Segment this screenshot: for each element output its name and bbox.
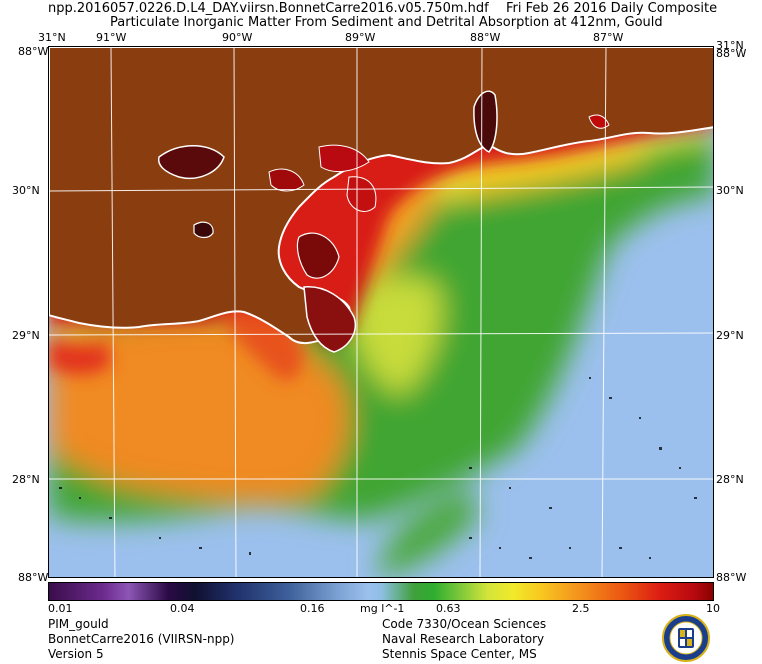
lat-label-29n-right: 29°N — [716, 329, 744, 342]
footer-version: Version 5 — [48, 647, 104, 661]
colorbar-tick-0.01: 0.01 — [48, 602, 73, 615]
lat-label-28n-right: 28°N — [716, 473, 744, 486]
corner-label-bottom-left: 88°W — [18, 571, 49, 584]
lon-label-91w: 91°W — [96, 31, 127, 44]
footer-product: PIM_gould — [48, 617, 109, 631]
colorbar — [48, 582, 714, 601]
cloud-mask-speckles — [59, 377, 697, 559]
lat-label-31-top-right: 31°N — [716, 39, 744, 52]
footer-location: Stennis Space Center, MS — [382, 647, 537, 661]
product-title: Particulate Inorganic Matter From Sedime… — [110, 15, 663, 30]
footer-region: BonnetCarre2016 (VIIRSN-npp) — [48, 632, 235, 646]
footer-lab: Naval Research Laboratory — [382, 632, 545, 646]
land-mass — [49, 47, 713, 344]
colorbar-tick-0.04: 0.04 — [170, 602, 195, 615]
nrl-seal-logo — [662, 614, 710, 662]
lat-label-28n-left: 28°N — [12, 473, 40, 486]
footer-code: Code 7330/Ocean Sciences — [382, 617, 547, 631]
river-delta — [303, 286, 356, 353]
satellite-map[interactable] — [48, 46, 714, 578]
lat-label-30n-right: 30°N — [716, 184, 744, 197]
lat-label-31-top-left: 31°N — [38, 31, 66, 44]
lon-label-88w: 88°W — [470, 31, 501, 44]
colorbar-tick-2.5: 2.5 — [572, 602, 590, 615]
lat-label-29n-left: 29°N — [12, 329, 40, 342]
composite-date: Fri Feb 26 2016 Daily Composite — [506, 1, 718, 16]
lon-label-90w: 90°W — [222, 31, 253, 44]
colorbar-unit: mg l^-1 — [360, 602, 405, 615]
estuary-lakes — [157, 90, 610, 279]
corner-label-top-left: 88°W — [18, 45, 49, 58]
lat-label-30n-left: 30°N — [12, 184, 40, 197]
lon-label-89w: 89°W — [345, 31, 376, 44]
map-canvas — [49, 47, 713, 577]
colorbar-tick-0.63: 0.63 — [436, 602, 461, 615]
filename-title: npp.2016057.0226.D.L4_DAY.viirsn.BonnetC… — [48, 1, 489, 16]
lon-label-87w: 87°W — [593, 31, 624, 44]
lat-lon-grid — [49, 47, 713, 577]
corner-label-bottom-right: 88°W — [716, 571, 747, 584]
corner-label-top-right: 88°W — [716, 47, 747, 60]
colorbar-tick-0.16: 0.16 — [300, 602, 325, 615]
colorbar-tick-10: 10 — [706, 602, 720, 615]
